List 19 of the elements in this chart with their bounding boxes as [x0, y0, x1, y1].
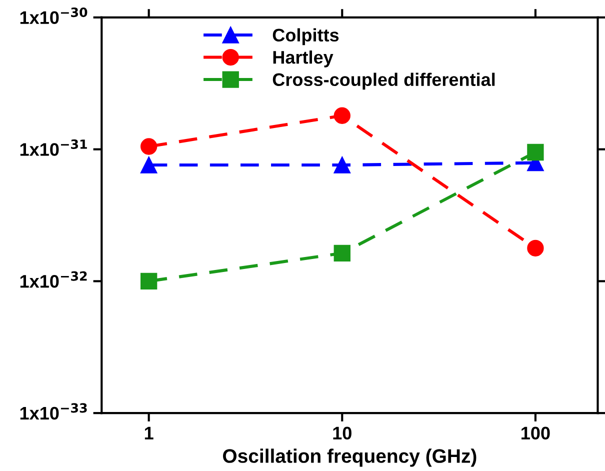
point: [140, 138, 158, 155]
legend-label: Hartley: [273, 50, 334, 68]
point: [527, 144, 544, 161]
point: [334, 107, 350, 124]
x-tick-label: 1: [144, 426, 154, 440]
point: [334, 156, 350, 174]
y-tick-label: 1x10$^{−32}$: [20, 271, 87, 288]
y-tick-label: 1x10$^{−31}$: [20, 139, 87, 156]
point: [334, 244, 350, 262]
point: [140, 156, 158, 174]
y-tick-label: 1x10$^{−30}$: [20, 8, 88, 24]
point: [140, 272, 158, 290]
x-axis-title: Oscillation frequency (GHz): [223, 448, 476, 467]
y-tick-label: 1x10$^{−33}$: [20, 403, 87, 420]
legend-label: Cross-coupled differential: [272, 72, 495, 90]
legend-label: Colpitts: [272, 28, 339, 46]
x-tick-label: 100: [522, 426, 550, 440]
x-tick-label: 10: [333, 426, 352, 440]
point: [527, 240, 544, 256]
